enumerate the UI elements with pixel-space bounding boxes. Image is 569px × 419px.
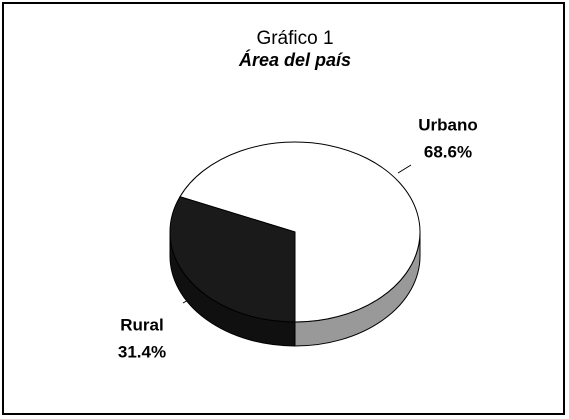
slice-value-label: 68.6% — [424, 142, 472, 161]
slice-label: Rural — [120, 315, 163, 334]
slice-value-label: 31.4% — [118, 342, 166, 361]
leader-line — [397, 164, 412, 174]
slice-label: Urbano — [418, 115, 478, 134]
pie-slice — [169, 196, 296, 323]
chart-title: Gráfico 1 — [256, 28, 333, 49]
chart-subtitle: Área del país — [238, 49, 351, 70]
pie-slice — [179, 141, 421, 323]
